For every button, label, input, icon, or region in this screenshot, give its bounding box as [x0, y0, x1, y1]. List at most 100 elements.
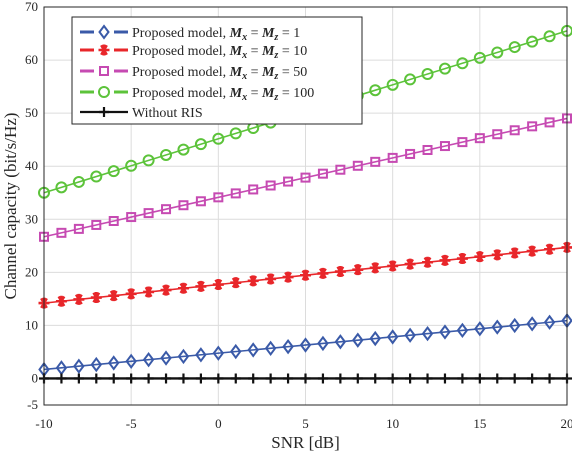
data-point [334, 334, 347, 350]
data-point [473, 51, 486, 64]
data-point [457, 373, 468, 384]
data-point [317, 168, 328, 179]
legend-label-part: = [278, 86, 293, 101]
data-point [212, 345, 225, 361]
data-point [404, 327, 416, 343]
legend-label: Proposed model, Mx = Mz = 50 [132, 65, 307, 82]
y-tick-label: 40 [25, 158, 38, 173]
legend-label-part: M [261, 26, 275, 41]
data-point [73, 373, 84, 384]
data-point [142, 154, 155, 167]
data-point [526, 245, 538, 257]
data-point [125, 288, 137, 300]
data-point [265, 373, 276, 384]
y-axis-label: Channel capacity (bit/s/Hz) [1, 113, 20, 300]
data-point [212, 132, 225, 145]
data-point [161, 373, 172, 384]
x-axis-label: SNR [dB] [271, 433, 339, 452]
data-point [544, 117, 555, 128]
data-point [195, 347, 207, 363]
data-point [492, 129, 503, 140]
data-point [177, 282, 189, 294]
data-point [230, 188, 241, 199]
legend-entry-4: Proposed model, Mx = Mz = 100 [80, 86, 314, 103]
y-tick-label: 60 [25, 52, 38, 67]
x-tick-label: 10 [386, 416, 399, 431]
data-point [457, 137, 468, 148]
legend-label-part: = [247, 86, 262, 101]
data-point [72, 175, 85, 188]
legend-label-part: = [247, 65, 262, 80]
data-point [544, 373, 555, 384]
data-point [213, 373, 224, 384]
data-point [491, 319, 504, 335]
data-point [456, 57, 469, 70]
data-point [160, 148, 173, 161]
data-point [195, 196, 206, 207]
data-point [160, 350, 172, 366]
y-tick-label: 50 [25, 105, 38, 120]
data-point [247, 342, 259, 358]
data-point [195, 280, 207, 292]
data-point [386, 78, 399, 91]
data-point [491, 249, 503, 261]
legend-label-part: 50 [293, 65, 307, 80]
data-point [317, 373, 328, 384]
data-point [73, 293, 85, 305]
data-point [526, 35, 539, 48]
data-point [474, 133, 485, 144]
data-point [56, 227, 67, 238]
data-point [300, 373, 311, 384]
legend-box [71, 16, 363, 125]
data-point [107, 165, 120, 178]
legend-label-part: = [278, 44, 293, 59]
data-point [248, 373, 259, 384]
y-tick-label: 20 [25, 264, 38, 279]
x-tick-label: -10 [35, 416, 52, 431]
legend-label: Proposed model, Mx = Mz = 10 [132, 44, 307, 61]
y-tick-label: -5 [27, 397, 38, 412]
data-point [300, 269, 311, 281]
data-point [160, 284, 172, 296]
legend-label-part: z [273, 92, 278, 103]
legend-label-part: 100 [293, 86, 314, 101]
data-point [265, 180, 276, 191]
data-point [370, 373, 381, 384]
data-point [230, 373, 241, 384]
y-tick-label: 70 [25, 0, 38, 14]
data-point [143, 208, 154, 219]
data-point [439, 141, 450, 152]
data-point [474, 321, 486, 337]
legend-label-part: Proposed model, [132, 44, 230, 59]
data-point [248, 184, 259, 195]
data-point [352, 373, 363, 384]
legend-label: Proposed model, Mx = Mz = 1 [132, 26, 300, 43]
legend-label-part: z [273, 32, 278, 43]
legend-marker [99, 66, 109, 76]
data-point [265, 273, 277, 285]
x-tick-label: -5 [126, 416, 137, 431]
legend-marker [99, 107, 109, 117]
data-point [527, 121, 538, 132]
legend-label-part: = [247, 44, 262, 59]
data-point [369, 84, 382, 97]
data-point [317, 335, 329, 352]
data-point [178, 373, 189, 384]
data-point [474, 251, 486, 263]
data-point [508, 41, 521, 54]
data-point [352, 332, 364, 348]
legend-entry-2: Proposed model, Mx = Mz = 10 [80, 44, 307, 61]
legend-label: Without RIS [132, 106, 203, 121]
data-point [230, 277, 242, 289]
legend-label-part: M [229, 86, 243, 101]
x-tick-label: 0 [215, 416, 222, 431]
data-point [508, 317, 521, 334]
data-point [317, 267, 329, 279]
legend-label-part: z [273, 71, 278, 82]
data-point [439, 373, 450, 384]
data-point [108, 373, 119, 384]
data-point [369, 262, 381, 274]
data-point [177, 348, 190, 365]
data-point [108, 290, 120, 302]
